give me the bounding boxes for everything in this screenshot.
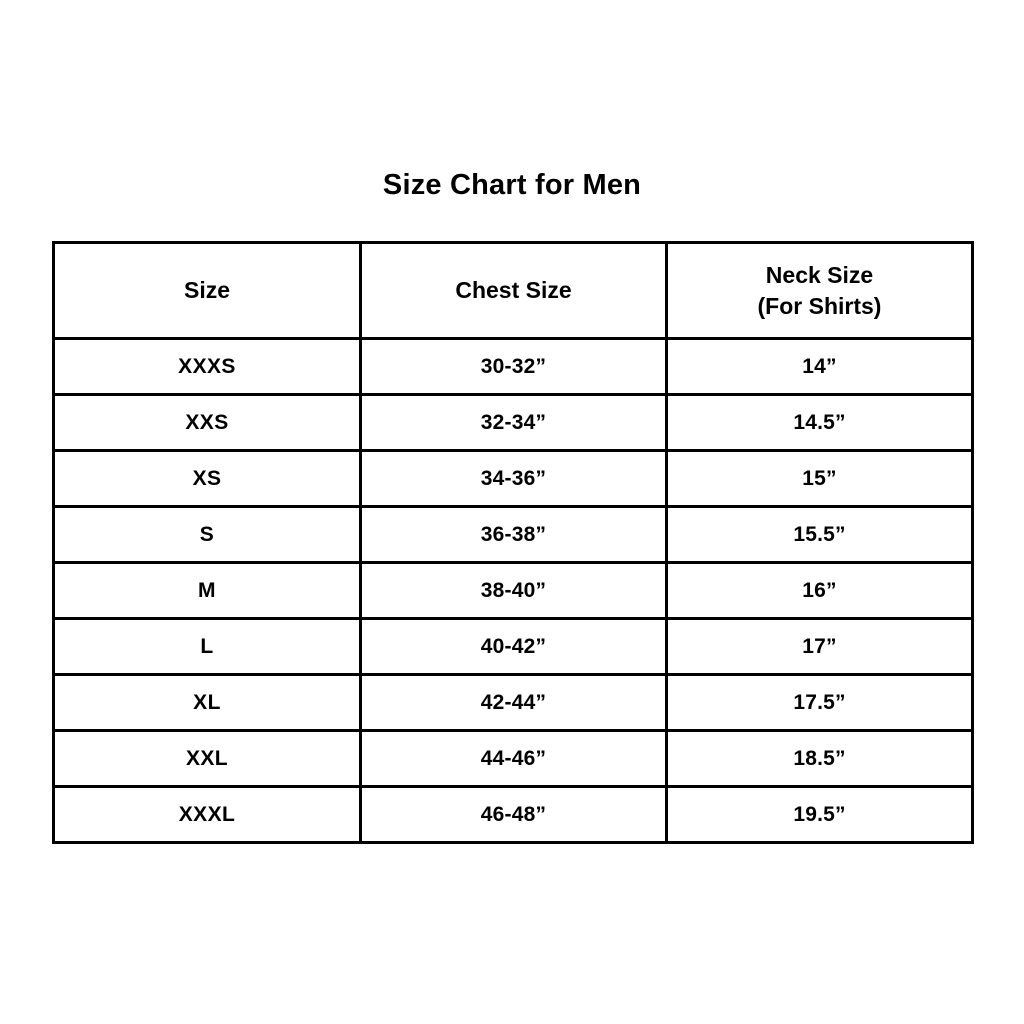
cell-size: M: [52, 561, 362, 620]
cell-neck: 19.5”: [665, 785, 974, 844]
column-header-neck-size-label: Neck Size: [765, 262, 874, 289]
cell-chest: 44-46”: [359, 729, 668, 788]
table-row: L 40-42” 17”: [52, 617, 974, 676]
column-header-neck-size: Neck Size (For Shirts): [665, 241, 974, 340]
column-header-size: Size: [52, 241, 362, 340]
cell-size: XL: [52, 673, 362, 732]
cell-neck: 15.5”: [665, 505, 974, 564]
page-title: Size Chart for Men: [382, 169, 642, 201]
cell-size: XS: [52, 449, 362, 508]
column-header-chest-size: Chest Size: [359, 241, 668, 340]
cell-size: XXXL: [52, 785, 362, 844]
cell-chest: 32-34”: [359, 393, 668, 452]
cell-size: S: [52, 505, 362, 564]
table-row: M 38-40” 16”: [52, 561, 974, 620]
cell-neck: 17.5”: [665, 673, 974, 732]
table-row: XL 42-44” 17.5”: [52, 673, 974, 732]
cell-chest: 38-40”: [359, 561, 668, 620]
cell-chest: 46-48”: [359, 785, 668, 844]
column-header-chest-size-label: Chest Size: [455, 277, 572, 304]
cell-size: XXS: [52, 393, 362, 452]
cell-chest: 34-36”: [359, 449, 668, 508]
table-row: XXS 32-34” 14.5”: [52, 393, 974, 452]
cell-neck: 18.5”: [665, 729, 974, 788]
table-row: XXXL 46-48” 19.5”: [52, 785, 974, 844]
table-header: Size Chest Size Neck Size (For Shirts): [52, 241, 974, 340]
cell-neck: 14.5”: [665, 393, 974, 452]
header-row: Size Chest Size Neck Size (For Shirts): [52, 241, 974, 340]
column-header-size-label: Size: [183, 277, 231, 304]
cell-chest: 40-42”: [359, 617, 668, 676]
table-row: XS 34-36” 15”: [52, 449, 974, 508]
cell-size: XXXS: [52, 337, 362, 396]
table-row: S 36-38” 15.5”: [52, 505, 974, 564]
cell-neck: 16”: [665, 561, 974, 620]
cell-size: XXL: [52, 729, 362, 788]
cell-size: L: [52, 617, 362, 676]
cell-neck: 15”: [665, 449, 974, 508]
cell-chest: 30-32”: [359, 337, 668, 396]
table-body: XXXS 30-32” 14” XXS 32-34” 14.5” XS 34-3…: [52, 337, 974, 844]
table-row: XXXS 30-32” 14”: [52, 337, 974, 396]
cell-neck: 14”: [665, 337, 974, 396]
cell-chest: 36-38”: [359, 505, 668, 564]
cell-chest: 42-44”: [359, 673, 668, 732]
table-row: XXL 44-46” 18.5”: [52, 729, 974, 788]
size-chart-table: Size Chest Size Neck Size (For Shirts) X…: [52, 241, 974, 844]
cell-neck: 17”: [665, 617, 974, 676]
column-header-neck-size-sublabel: (For Shirts): [757, 292, 882, 319]
